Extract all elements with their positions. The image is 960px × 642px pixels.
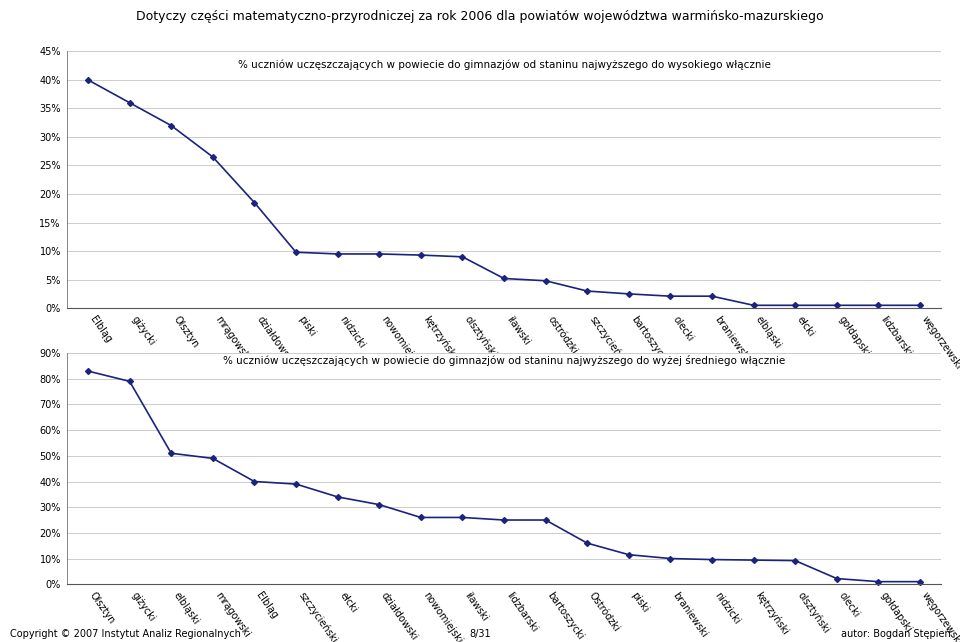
Text: 8/31: 8/31 [469,629,491,639]
Text: % uczniów uczęszczających w powiecie do gimnazjów od staninu najwyższego do wyże: % uczniów uczęszczających w powiecie do … [223,356,785,367]
Text: % uczniów uczęszczających w powiecie do gimnazjów od staninu najwyższego do wyso: % uczniów uczęszczających w powiecie do … [237,59,771,69]
Text: autor: Bogdan Stępień: autor: Bogdan Stępień [841,629,950,639]
Text: Dotyczy części matematyczno-przyrodniczej za rok 2006 dla powiatów województwa w: Dotyczy części matematyczno-przyrodnicze… [136,10,824,22]
Text: Copyright © 2007 Instytut Analiz Regionalnych: Copyright © 2007 Instytut Analiz Regiona… [10,629,240,639]
